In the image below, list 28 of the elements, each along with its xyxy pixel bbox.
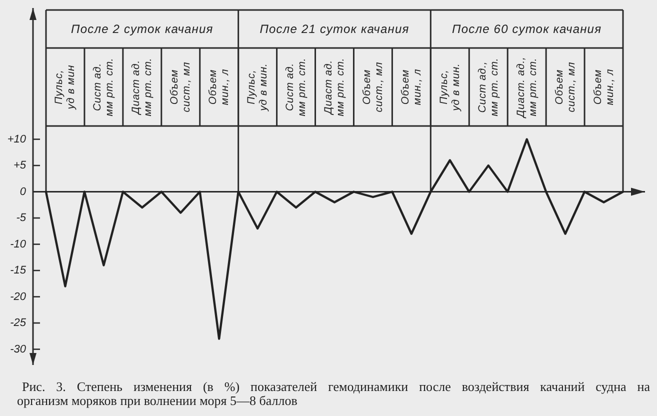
y-tick-label: -5 (16, 212, 27, 224)
x-tick-label: Объем сист., мл (360, 62, 385, 112)
y-tick-label: -25 (10, 317, 27, 329)
annotation: После 2 суток качания (71, 22, 214, 36)
x-tick-label: Диаст ад. мм рт. ст. (322, 58, 346, 116)
y-tick-label: +10 (7, 133, 27, 146)
x-tick-label: Объем мин., л (592, 68, 616, 106)
annotation: После 21 суток качания (260, 22, 410, 36)
x-tick-label: Объем мин., л (207, 68, 232, 106)
x-tick-label: Сист ад., мм рт. ст. (476, 58, 500, 116)
y-tick-label: +5 (13, 160, 27, 172)
x-tick-label: Объем мин., л (399, 68, 424, 106)
text: Рис. 3. Степень изменения (в %) показателей гемодинамики после воздействия качаний судна на организм моряков при волнении моря 5—8 баллов (17, 379, 650, 408)
x-tick-label: Диаст ад. мм рт. ст. (130, 58, 154, 116)
annotation: После 60 суток качания (452, 22, 602, 36)
y-tick-label: -15 (10, 264, 27, 276)
x-tick-label: Пульс, уд в мин. (438, 63, 462, 112)
y-tick-label: -30 (10, 343, 27, 356)
x-tick-label: Пульс, уд в мин (53, 64, 78, 110)
y-tick-label: 0 (20, 186, 27, 198)
x-tick-label: Диаст. ад., мм рт. ст. (514, 56, 539, 118)
y-tick-label: -20 (10, 290, 27, 303)
x-tick-label: Объем сист., мл (168, 62, 193, 112)
x-tick-label: Объем сист., мл (553, 62, 578, 112)
x-tick-label: Пульс, уд в мин. (246, 63, 270, 112)
x-tick-label: Сист ад. мм рт. ст. (92, 58, 116, 116)
x-tick-label: Сист ад. мм рт. ст. (284, 58, 308, 116)
y-tick-label: -10 (10, 238, 27, 250)
